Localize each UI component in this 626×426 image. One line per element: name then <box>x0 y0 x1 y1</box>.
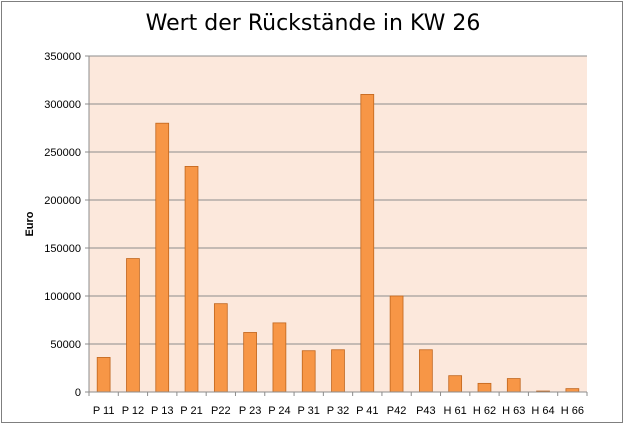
x-tick-label: H 61 <box>444 405 467 417</box>
y-tick-label: 100000 <box>44 291 81 303</box>
y-tick-label: 50000 <box>50 339 81 351</box>
bar-p24 <box>272 322 287 393</box>
y-axis-label: Euro <box>24 211 36 236</box>
bar-p22 <box>213 303 228 393</box>
bar-p43 <box>419 349 433 393</box>
y-tick-label: 0 <box>75 387 81 399</box>
x-tick-label: P 12 <box>122 405 144 417</box>
bar-p11 <box>96 357 111 393</box>
x-tick-label: P 21 <box>180 405 202 417</box>
bar-p12 <box>126 258 140 393</box>
bar-p31 <box>301 350 316 393</box>
chart-title: Wert der Rückstände in KW 26 <box>145 11 481 36</box>
x-tick-label: P22 <box>211 405 231 417</box>
bar-p13 <box>155 122 170 393</box>
x-tick-label: P 11 <box>93 405 115 417</box>
bars <box>96 94 580 393</box>
bar-p41 <box>360 94 375 393</box>
x-tick-label: H 62 <box>473 405 496 417</box>
x-tick-label: P43 <box>416 405 436 417</box>
x-tick-label: P42 <box>387 405 407 417</box>
y-tick-label: 200000 <box>44 195 81 207</box>
x-tick-labels: P 11 P 12 P 13 P 21 P22 P 23 P 24 P 31 P 32 P 41 P… <box>88 392 588 417</box>
y-tick-labels: 0 50000 100000 150000 200000 250000 300000 3500… <box>44 51 89 399</box>
x-tick-label: H 63 <box>502 405 525 417</box>
bar-p32 <box>331 349 345 393</box>
x-tick-label: P 41 <box>356 405 378 417</box>
x-tick-label: H 66 <box>561 405 584 417</box>
y-tick-label: 150000 <box>44 243 81 255</box>
y-tick-label: 300000 <box>44 99 81 111</box>
bar-p23 <box>243 332 257 393</box>
y-tick-label: 350000 <box>44 51 81 63</box>
x-tick-label: P 31 <box>297 405 319 417</box>
gridlines <box>89 55 587 345</box>
y-tick-label: 250000 <box>44 147 81 159</box>
x-tick-label: H 64 <box>531 405 554 417</box>
bar-h62 <box>477 382 492 393</box>
bar-p21 <box>184 165 199 393</box>
x-tick-label: P 13 <box>151 405 173 417</box>
bar-h66 <box>565 388 580 393</box>
bar-h63 <box>506 378 521 393</box>
bar-p42 <box>389 295 404 393</box>
bar-h61 <box>448 375 463 393</box>
x-tick-label: P 24 <box>268 405 290 417</box>
plot-area <box>89 56 587 392</box>
x-tick-label: P 32 <box>327 405 349 417</box>
x-tick-label: P 23 <box>239 405 261 417</box>
